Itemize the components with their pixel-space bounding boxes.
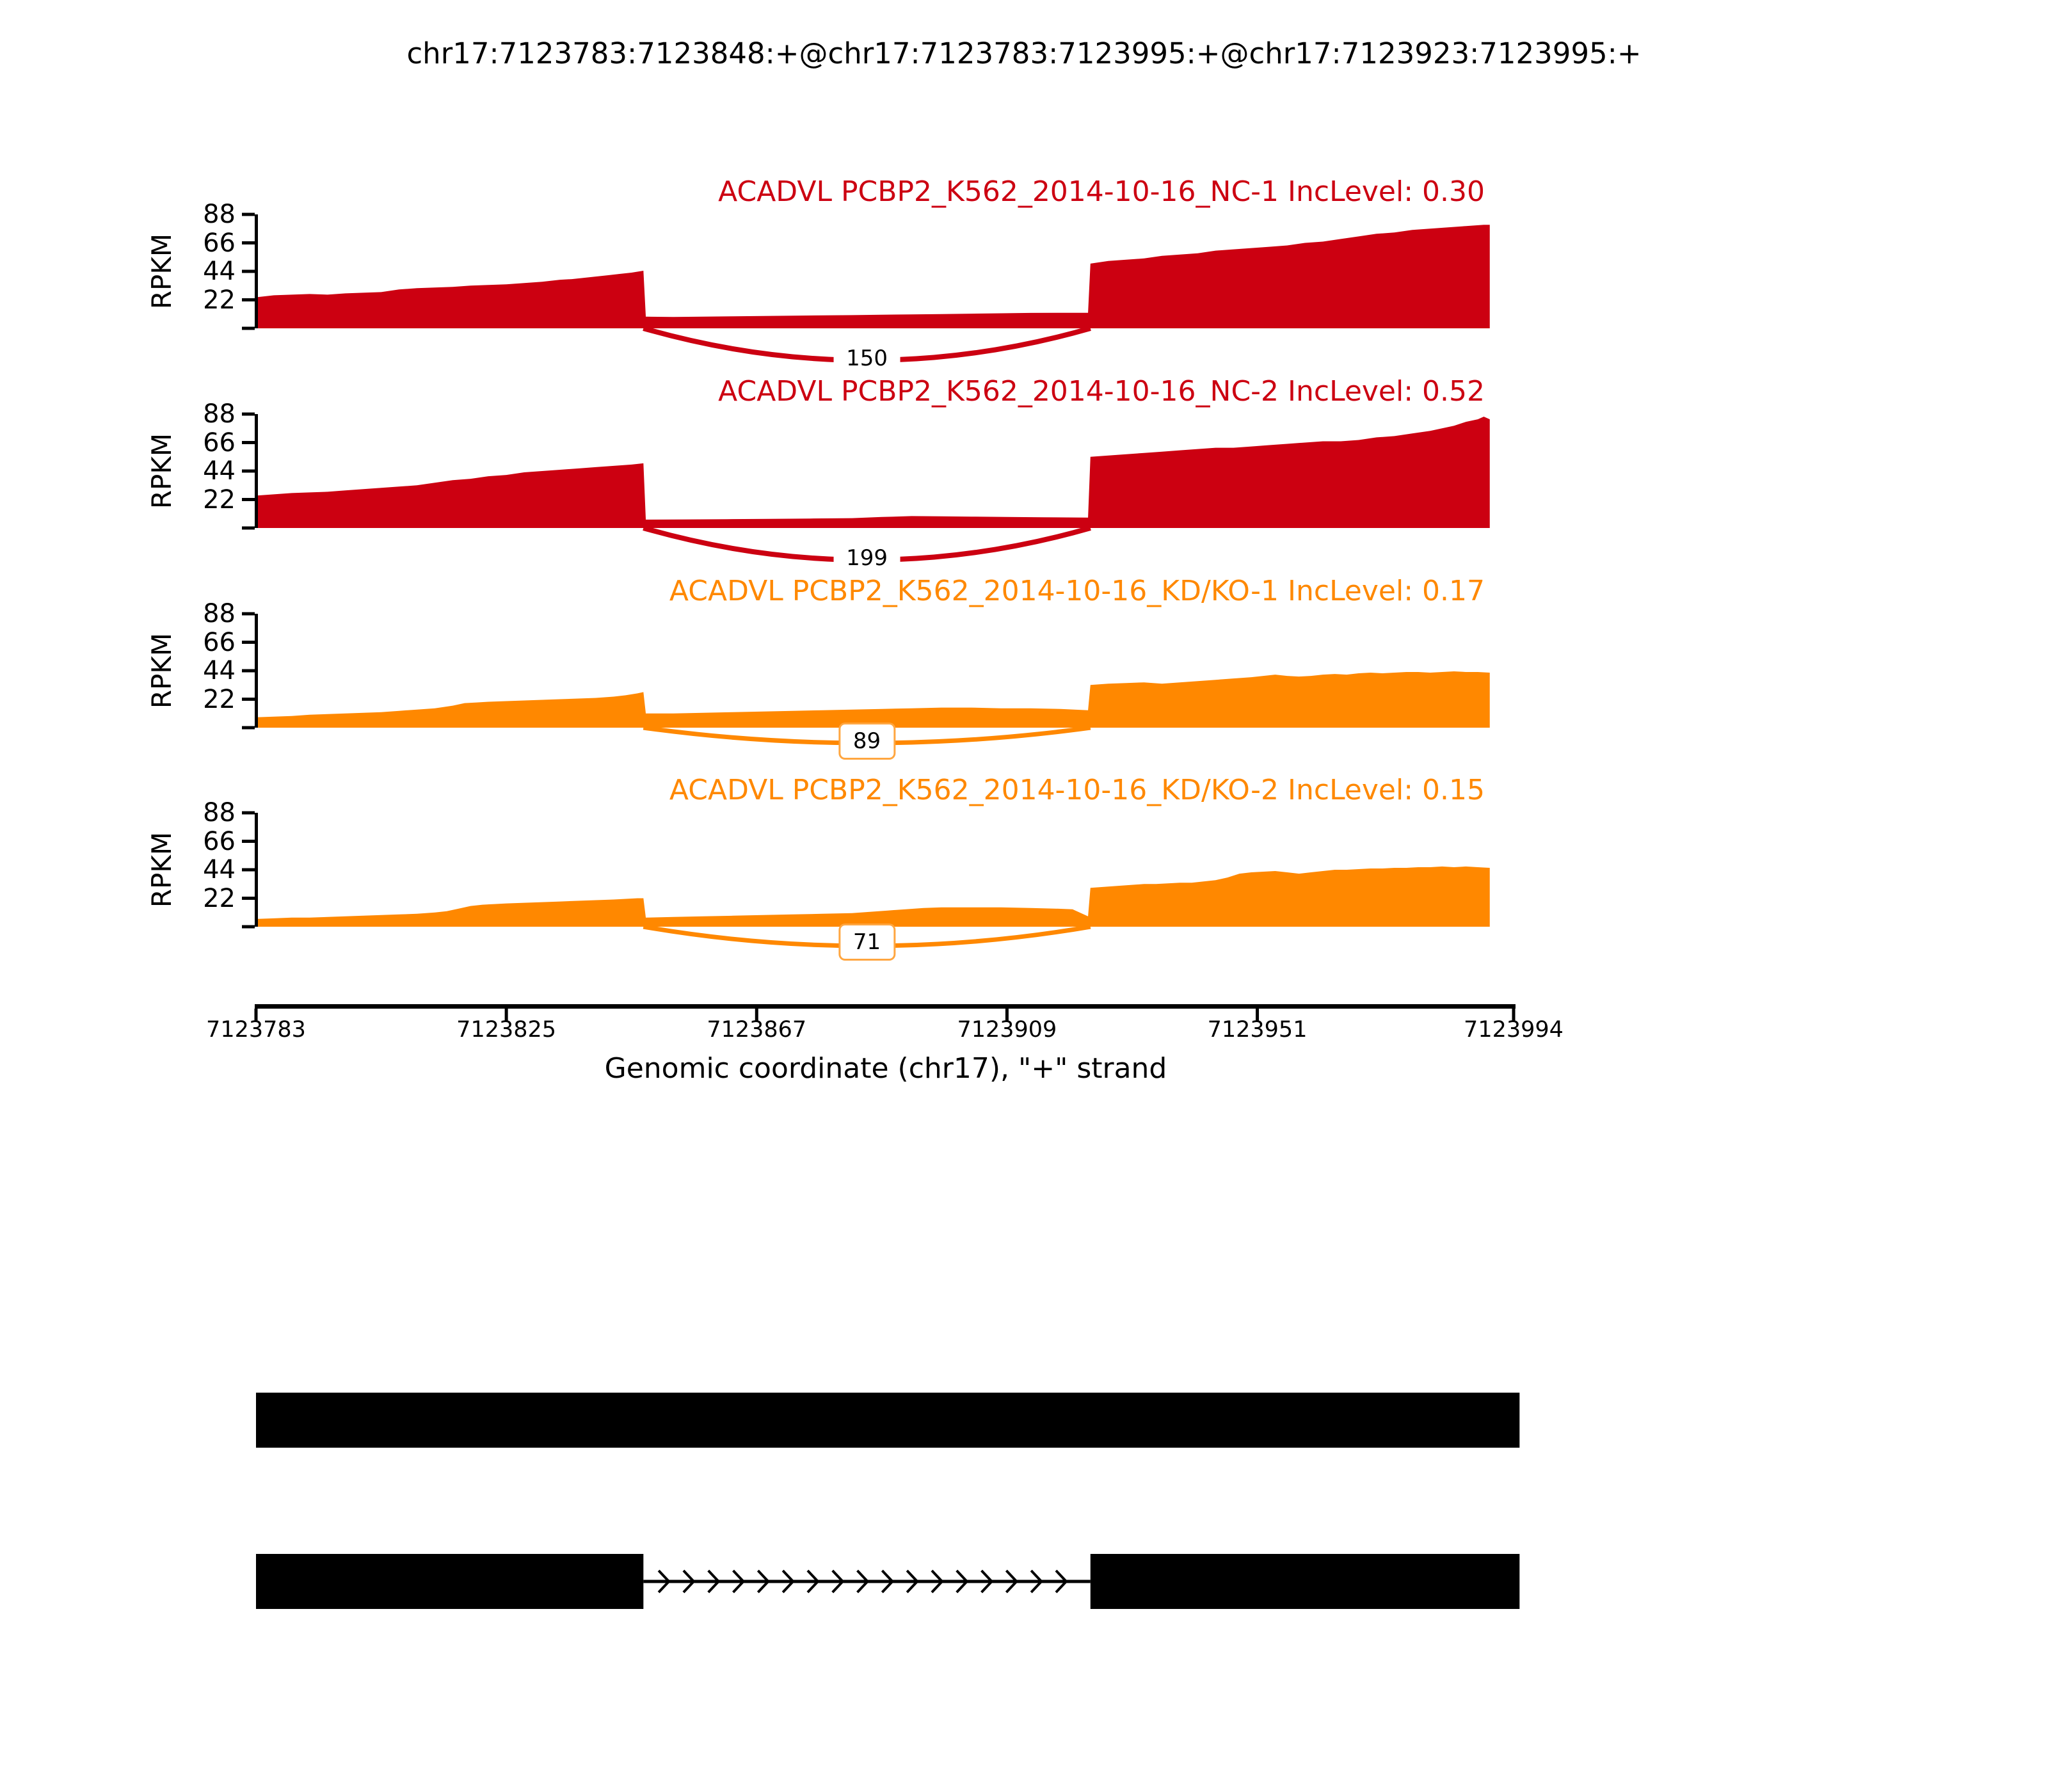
y-axis-tick	[242, 412, 255, 416]
y-axis-tick	[242, 641, 255, 644]
strand-arrow-icon	[931, 1569, 944, 1594]
strand-arrow-icon	[707, 1569, 721, 1594]
y-axis-tick	[242, 326, 255, 330]
y-tick-label: 66	[203, 627, 236, 657]
strand-arrow-icon	[881, 1569, 895, 1594]
strand-arrow-icon	[732, 1569, 746, 1594]
strand-arrow-icon	[682, 1569, 696, 1594]
strand-arrow-icon	[781, 1569, 795, 1594]
coverage-area	[256, 225, 1490, 328]
x-axis-tick	[1256, 1009, 1260, 1021]
y-axis-tick	[242, 498, 255, 501]
x-axis-line	[255, 1004, 1516, 1009]
coverage-area	[256, 417, 1490, 528]
y-tick-label: 44	[203, 656, 236, 685]
y-axis-tick	[242, 469, 255, 473]
y-tick-label: 22	[203, 684, 236, 714]
x-tick-label: 7123909	[957, 1017, 1057, 1043]
y-axis-tick	[242, 726, 255, 730]
x-tick-label: 7123951	[1207, 1017, 1308, 1043]
track-label-4: ACADVL PCBP2_K562_2014-10-16_KD/KO-2 Inc…	[669, 774, 1485, 806]
x-axis-title: Genomic coordinate (chr17), "+" strand	[604, 1052, 1167, 1085]
y-tick-label: 66	[203, 228, 236, 258]
y-axis-tick	[242, 526, 255, 530]
y-tick-label: 44	[203, 855, 236, 884]
strand-arrow-icon	[831, 1569, 845, 1594]
track-label-1: ACADVL PCBP2_K562_2014-10-16_NC-1 IncLev…	[718, 175, 1485, 208]
structure-isoform-inclusion	[256, 1393, 1520, 1448]
y-axis-title: RPKM	[146, 433, 177, 509]
strand-arrow-icon	[1005, 1569, 1019, 1594]
y-axis-tick	[242, 840, 255, 843]
y-tick-label: 44	[203, 456, 236, 486]
y-tick-label: 22	[203, 883, 236, 913]
y-axis-title: RPKM	[146, 831, 177, 908]
y-tick-label: 22	[203, 484, 236, 515]
y-axis-spine	[255, 614, 258, 728]
exon-box	[256, 1554, 644, 1609]
strand-arrow-icon	[806, 1569, 820, 1594]
strand-arrow-icon	[1055, 1569, 1068, 1594]
y-tick-label: 88	[203, 399, 236, 429]
junction-count-label: 89	[838, 723, 896, 760]
y-tick-label: 88	[203, 599, 236, 628]
y-tick-label: 22	[203, 285, 236, 315]
x-tick-label: 7123994	[1464, 1017, 1564, 1043]
y-axis-tick	[242, 212, 255, 216]
y-axis-tick	[242, 897, 255, 900]
junction-count-label: 199	[833, 541, 900, 575]
junction-count-label: 150	[833, 342, 900, 375]
y-axis-tick	[242, 612, 255, 616]
y-tick-label: 88	[203, 200, 236, 229]
x-axis-tick	[1005, 1009, 1009, 1021]
strand-arrow-icon	[657, 1569, 671, 1594]
coverage-area	[256, 866, 1490, 927]
coverage-area	[256, 671, 1490, 728]
y-axis-tick	[242, 811, 255, 815]
y-axis-tick	[242, 298, 255, 301]
x-axis-tick	[504, 1009, 508, 1021]
y-tick-label: 44	[203, 257, 236, 286]
x-axis-tick	[1512, 1009, 1516, 1021]
x-axis-tick	[755, 1009, 758, 1021]
strand-arrow-icon	[956, 1569, 969, 1594]
x-axis-tick	[254, 1009, 258, 1021]
y-axis-spine	[255, 813, 258, 927]
exon-box	[256, 1393, 1520, 1448]
x-tick-label: 7123867	[707, 1017, 807, 1043]
coverage-track-2	[242, 412, 1490, 563]
y-axis-tick	[242, 669, 255, 673]
strand-arrow-icon	[856, 1569, 870, 1594]
strand-arrow-icon	[1030, 1569, 1043, 1594]
y-tick-label: 88	[203, 798, 236, 828]
y-axis-tick	[242, 269, 255, 273]
track-label-3: ACADVL PCBP2_K562_2014-10-16_KD/KO-1 Inc…	[669, 575, 1485, 607]
y-axis-title: RPKM	[146, 233, 177, 310]
track-label-2: ACADVL PCBP2_K562_2014-10-16_NC-2 IncLev…	[718, 375, 1485, 408]
structure-isoform-skipping	[256, 1554, 1520, 1609]
strand-arrow-icon	[980, 1569, 994, 1594]
y-axis-tick	[242, 925, 255, 929]
junction-count-label: 71	[838, 924, 896, 961]
y-axis-spine	[255, 414, 258, 528]
y-axis-tick	[242, 868, 255, 872]
x-tick-label: 7123825	[456, 1017, 557, 1043]
x-tick-label: 7123783	[206, 1017, 306, 1043]
strand-arrow-icon	[756, 1569, 771, 1594]
y-axis-tick	[242, 441, 255, 444]
y-axis-title: RPKM	[146, 632, 177, 709]
y-tick-label: 66	[203, 826, 236, 856]
strand-arrow-icon	[906, 1569, 919, 1594]
y-axis-tick	[242, 241, 255, 244]
coverage-track-1	[242, 212, 1490, 363]
y-axis-spine	[255, 214, 258, 328]
y-tick-label: 66	[203, 428, 236, 458]
y-axis-tick	[242, 698, 255, 701]
exon-box	[1090, 1554, 1520, 1609]
figure-title: chr17:7123783:7123848:+@chr17:7123783:71…	[406, 36, 1642, 70]
